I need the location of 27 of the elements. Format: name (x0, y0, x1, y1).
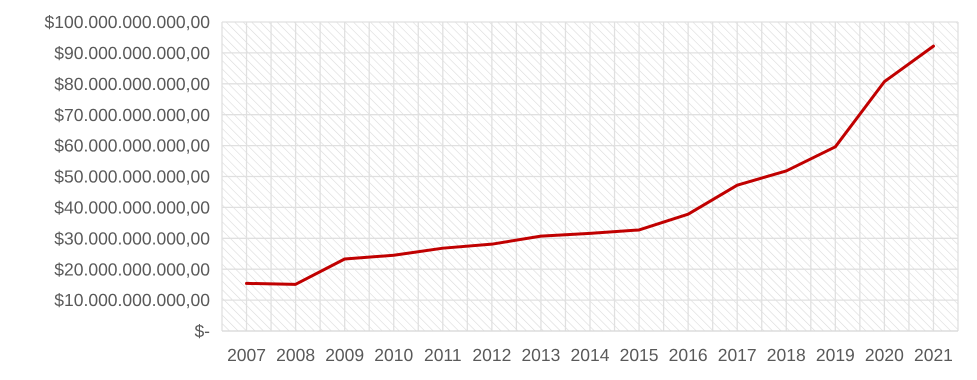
x-tick-label: 2014 (570, 345, 610, 365)
y-tick-label: $60.000.000.000,00 (54, 136, 210, 156)
y-tick-label: $50.000.000.000,00 (54, 166, 210, 187)
x-tick-label: 2017 (718, 345, 757, 365)
x-tick-label: 2021 (914, 345, 953, 365)
x-tick-label: 2019 (816, 345, 855, 365)
x-tick-label: 2008 (276, 345, 316, 365)
y-tick-label: $10.000.000.000,00 (54, 290, 210, 310)
line-series (245, 44, 935, 286)
y-tick-label: $100.000.000.000,00 (44, 12, 210, 32)
x-tick-label: 2020 (864, 345, 904, 365)
x-tick-label: 2013 (521, 345, 560, 365)
x-tick-label: 2009 (325, 345, 364, 365)
y-tick-label: $70.000.000.000,00 (54, 104, 210, 125)
y-tick-label: $40.000.000.000,00 (54, 198, 210, 218)
y-tick-label: $30.000.000.000,00 (54, 228, 210, 248)
y-tick-label: $- (194, 321, 210, 342)
x-tick-label: 2015 (620, 345, 659, 365)
y-tick-label: $90.000.000.000,00 (54, 43, 210, 64)
y-tick-label: $20.000.000.000,00 (54, 259, 210, 280)
x-tick-label: 2007 (227, 345, 266, 365)
x-tick-label: 2016 (668, 345, 708, 365)
x-tick-label: 2010 (374, 345, 414, 365)
x-tick-label: 2011 (424, 345, 462, 365)
x-tick-label: 2012 (472, 345, 512, 365)
x-tick-label: 2018 (766, 345, 806, 365)
y-tick-label: $80.000.000.000,00 (54, 74, 210, 94)
